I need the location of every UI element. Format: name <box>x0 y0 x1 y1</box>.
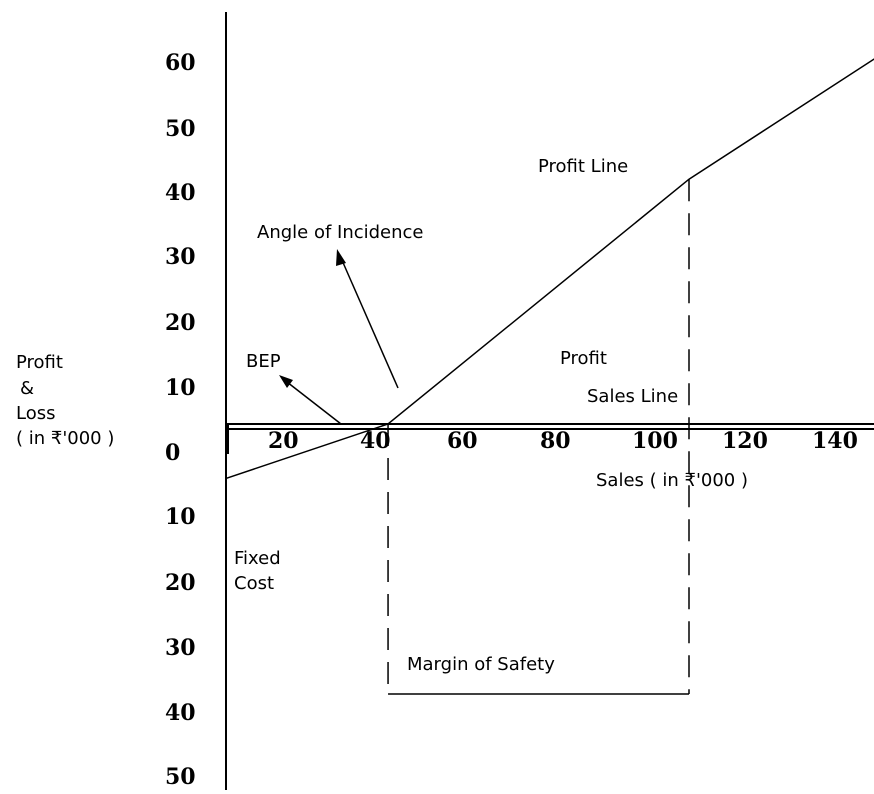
y-tick-10: 10 <box>165 375 196 401</box>
angle-arrow-head <box>336 249 346 266</box>
profit-line-series <box>225 58 874 480</box>
x-axis-label: Sales ( in ₹'000 ) <box>596 470 748 491</box>
margin-of-safety-label: Margin of Safety <box>407 654 555 675</box>
x-tick-120: 120 <box>722 428 768 454</box>
y-axis-label-line3: Loss <box>16 403 55 424</box>
y-tick-loss-10: 10 <box>165 504 196 530</box>
angle-of-incidence-label: Angle of Incidence <box>257 222 424 243</box>
y-tick-20: 20 <box>165 310 196 336</box>
y-tick-40: 40 <box>165 180 196 206</box>
profit-label: Profit <box>560 348 607 369</box>
bep-label: BEP <box>246 351 281 372</box>
y-tick-loss-40: 40 <box>165 700 196 726</box>
y-axis-label-line1: Profit <box>16 352 63 373</box>
y-tick-labels: 60 50 40 30 20 10 0 10 20 30 40 50 <box>165 50 196 790</box>
bep-arrow-head <box>279 375 293 388</box>
y-tick-0: 0 <box>165 440 180 466</box>
x-tick-20: 20 <box>268 428 299 454</box>
x-tick-60: 60 <box>447 428 478 454</box>
y-tick-loss-50: 50 <box>165 764 196 790</box>
y-tick-loss-20: 20 <box>165 570 196 596</box>
bep-arrow <box>279 375 342 425</box>
x-tick-100: 100 <box>632 428 678 454</box>
x-tick-80: 80 <box>540 428 571 454</box>
fixed-cost-label-line1: Fixed <box>234 548 281 569</box>
y-tick-loss-30: 30 <box>165 635 196 661</box>
x-tick-140: 140 <box>812 428 858 454</box>
y-tick-30: 30 <box>165 244 196 270</box>
x-tick-labels: 20 40 60 80 100 120 140 <box>268 428 858 454</box>
sales-line-label: Sales Line <box>587 386 678 407</box>
profit-line-label: Profit Line <box>538 156 628 177</box>
y-axis-label-line4: ( in ₹'000 ) <box>16 428 114 449</box>
y-tick-50: 50 <box>165 116 196 142</box>
angle-of-incidence-arrow <box>336 249 399 389</box>
y-axis-label-line2: & <box>20 378 34 399</box>
fixed-cost-label-line2: Cost <box>234 573 274 594</box>
y-tick-60: 60 <box>165 50 196 76</box>
